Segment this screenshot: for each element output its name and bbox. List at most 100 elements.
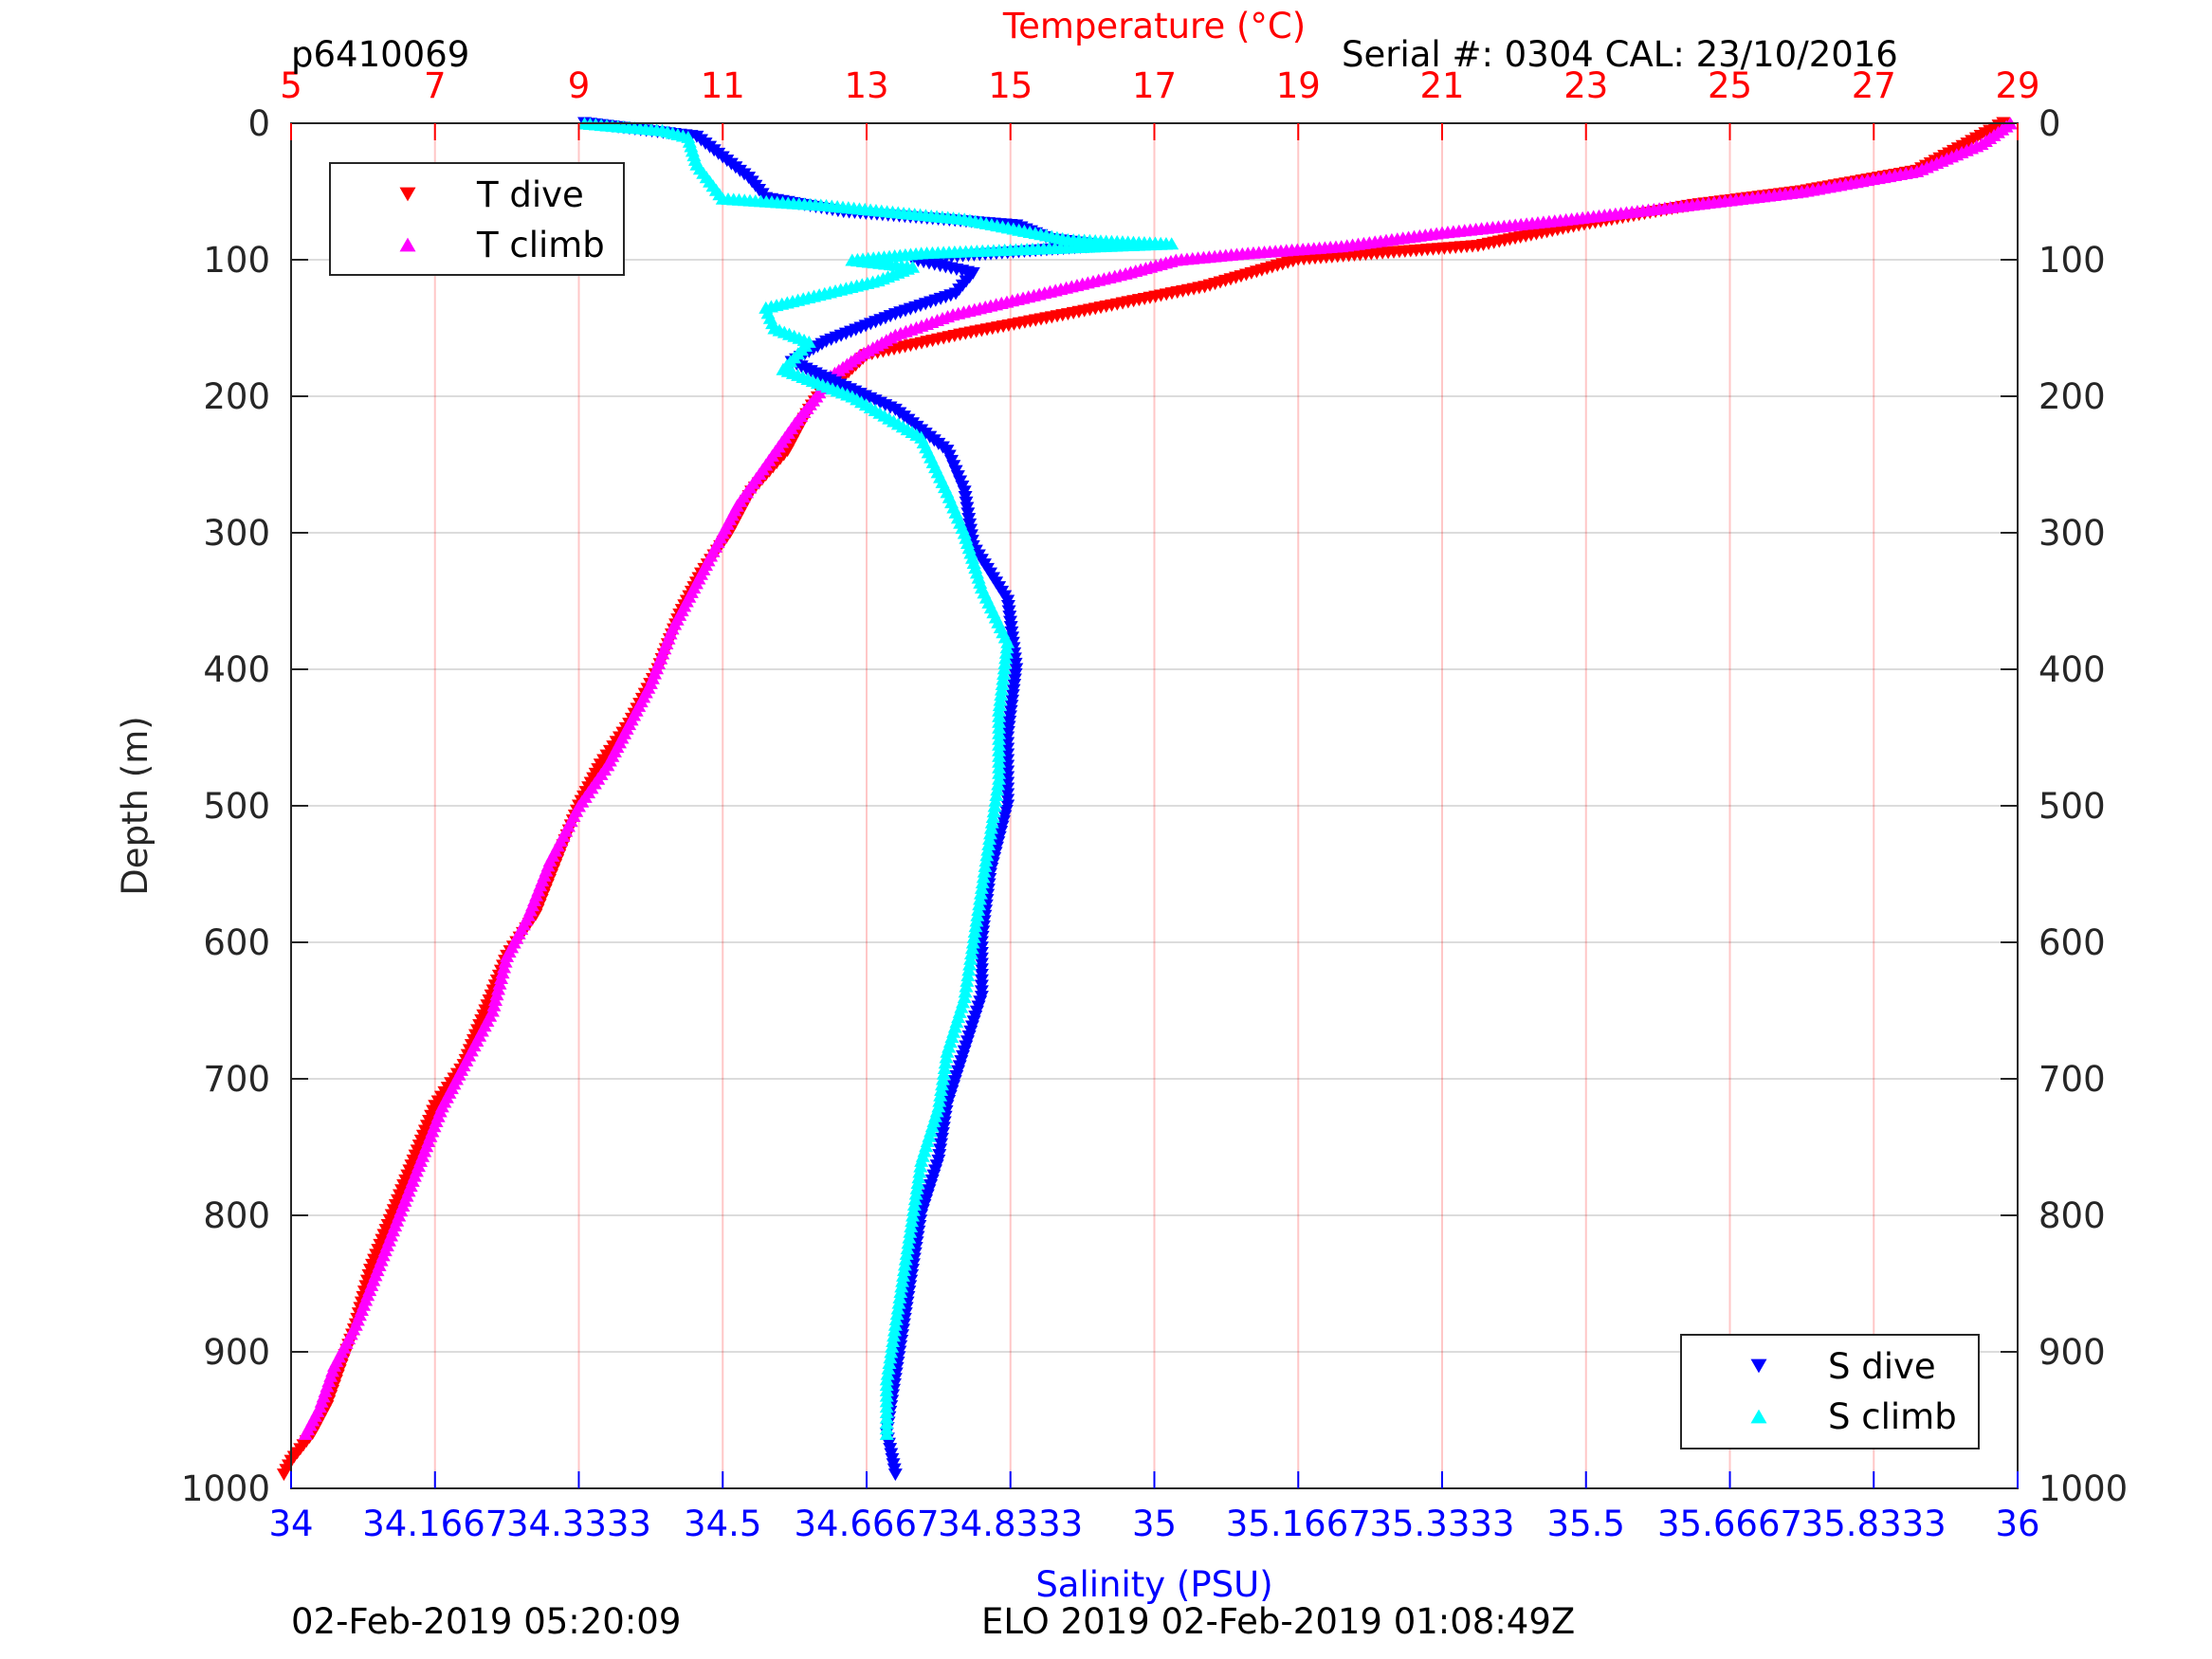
data-point [910, 1176, 925, 1189]
data-point [276, 1468, 291, 1482]
data-point [963, 952, 978, 965]
data-point [970, 908, 985, 921]
y-tick-label-right: 300 [2038, 513, 2106, 554]
y-tick-label: 300 [203, 513, 270, 554]
data-point [961, 963, 977, 976]
data-point [964, 941, 979, 955]
footer-mission-info: ELO 2019 02-Feb-2019 01:08:49Z [981, 1601, 1575, 1642]
data-point [899, 1247, 914, 1260]
data-point [906, 1197, 922, 1212]
temperature-axis-title: Temperature (°C) [1002, 6, 1306, 46]
data-point [999, 641, 1015, 654]
data-point [934, 1083, 949, 1097]
plot-id-label: p6410069 [291, 34, 469, 75]
data-point [883, 1351, 898, 1364]
data-point [996, 666, 1012, 680]
legend-marker [1750, 1409, 1767, 1424]
data-point [973, 886, 988, 900]
y-tick-label-right: 100 [2038, 240, 2106, 281]
data-point [994, 683, 1009, 696]
y-tick-label: 0 [247, 103, 270, 144]
y-tick-label: 1000 [181, 1468, 270, 1509]
data-point [889, 1307, 905, 1321]
data-point [888, 1312, 904, 1325]
data-point [996, 662, 1012, 675]
data-point [879, 1427, 894, 1440]
data-point [982, 832, 997, 846]
y-axis-title: Depth (m) [115, 716, 155, 895]
serial-cal-label: Serial #: 0304 CAL: 23/10/2016 [1342, 34, 1898, 75]
data-point [969, 914, 984, 927]
y-tick-label-right: 700 [2038, 1059, 2106, 1100]
data-point [900, 1242, 915, 1255]
data-point [913, 1159, 928, 1173]
legend-bottom-right: S dive S climb [1680, 1334, 1980, 1449]
salinity-tick-label: 34.8333 [938, 1504, 1083, 1544]
legends: T dive T climb S dive S climb [329, 162, 1980, 1449]
salinity-tick-label: 35.6667 [1657, 1504, 1802, 1544]
temperature-tick-label: 9 [568, 65, 591, 106]
data-point [902, 1231, 917, 1244]
data-point [963, 946, 978, 960]
data-point [901, 1236, 916, 1249]
salinity-tick-label: 35.1667 [1226, 1504, 1371, 1544]
data-point [958, 985, 973, 998]
data-point [1000, 635, 1015, 648]
legend-label: S dive [1828, 1346, 1936, 1387]
legend-marker [1750, 1358, 1767, 1374]
data-point [966, 930, 981, 943]
data-point [992, 772, 1007, 785]
data-point [981, 837, 996, 850]
data-point [983, 821, 998, 834]
y-tick-label-right: 1000 [2038, 1468, 2128, 1509]
data-point [880, 1367, 895, 1380]
y-tick-label: 900 [203, 1332, 270, 1373]
temperature-tick-label: 7 [424, 65, 447, 106]
salinity-tick-label: 34.5 [684, 1504, 761, 1544]
data-point [908, 1187, 923, 1200]
salinity-tick-label: 34 [268, 1504, 313, 1544]
salinity-tick-label: 35 [1132, 1504, 1177, 1544]
temperature-tick-label: 19 [1276, 65, 1321, 106]
y-tick-label-right: 200 [2038, 376, 2106, 417]
data-point [882, 1356, 897, 1370]
data-point [886, 1334, 901, 1348]
data-point [881, 1361, 896, 1375]
data-point [905, 1203, 921, 1216]
data-point [977, 865, 992, 878]
data-point [890, 1302, 905, 1315]
data-point [885, 1340, 900, 1353]
legend-label: T dive [476, 174, 584, 215]
data-point [887, 1318, 903, 1331]
data-point [983, 827, 998, 840]
legend-marker [399, 237, 416, 252]
legend-marker [399, 187, 416, 202]
y-tick-label-right: 500 [2038, 786, 2106, 827]
data-point [887, 1468, 903, 1482]
data-point [989, 788, 1004, 802]
series-s-climb [577, 117, 1179, 1440]
salinity-tick-label: 34.3333 [506, 1504, 651, 1544]
temperature-tick-label: 21 [1419, 65, 1464, 106]
data-point [994, 688, 1009, 702]
data-point [939, 1050, 954, 1064]
footer-timestamp: 02-Feb-2019 05:20:09 [291, 1601, 681, 1642]
temperature-tick-label: 29 [1995, 65, 2039, 106]
data-point [298, 1427, 313, 1440]
data-point [932, 1094, 947, 1107]
salinity-axis-title: Salinity (PSU) [1035, 1564, 1272, 1605]
data-point [887, 1329, 902, 1342]
data-point [960, 969, 976, 982]
data-point [991, 777, 1006, 791]
y-tick-label-right: 400 [2038, 649, 2106, 690]
data-point [896, 1264, 911, 1277]
data-point [905, 1209, 921, 1222]
data-point [887, 1323, 902, 1337]
data-point [998, 651, 1014, 665]
data-point [978, 854, 994, 867]
data-point [986, 805, 1001, 818]
data-point [898, 1252, 913, 1266]
data-point [897, 1258, 912, 1271]
salinity-tick-label: 36 [1995, 1504, 2039, 1544]
data-point [962, 957, 978, 971]
